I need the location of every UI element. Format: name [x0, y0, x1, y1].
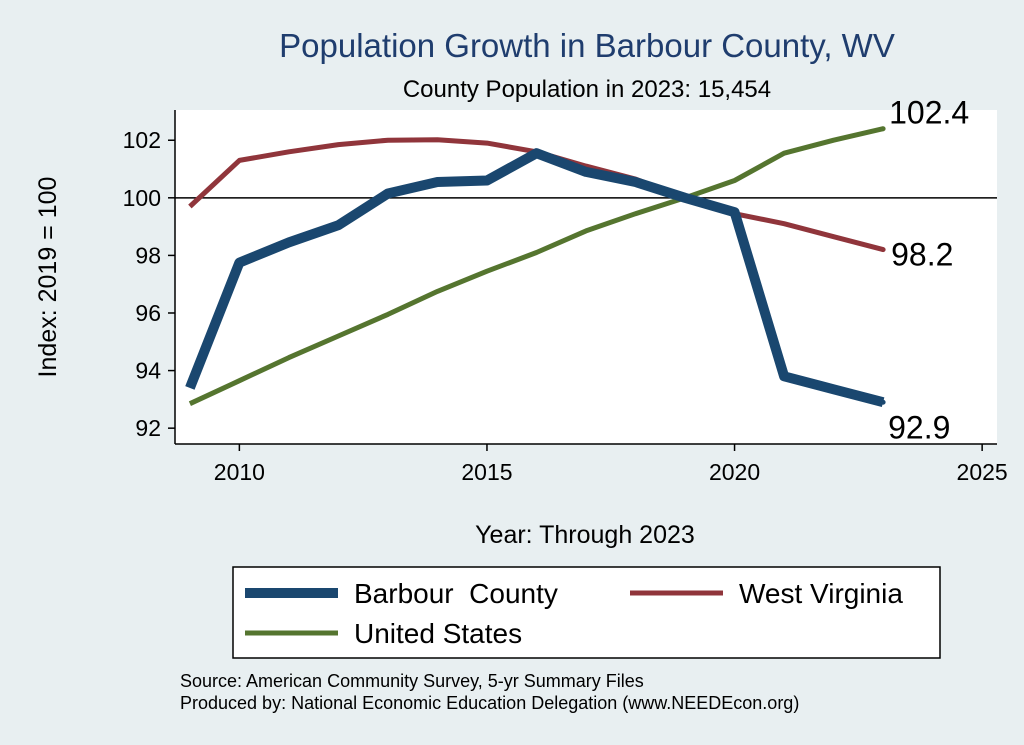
end-label-barbour-county: 92.9 [888, 409, 950, 445]
y-tick-label: 92 [135, 415, 161, 441]
x-tick-label: 2025 [957, 459, 1008, 485]
end-label-west-virginia: 98.2 [891, 237, 953, 273]
series-group [185, 126, 886, 408]
chart-title: Population Growth in Barbour County, WV [279, 27, 895, 64]
series-end-point-united-states [880, 126, 886, 132]
y-tick-label: 94 [135, 358, 161, 384]
x-tick-label: 2010 [214, 459, 265, 485]
end-label-united-states: 102.4 [889, 95, 969, 131]
y-tick-label: 96 [135, 300, 161, 326]
chart-subtitle: County Population in 2023: 15,454 [403, 76, 771, 103]
producer-note: Produced by: National Economic Education… [180, 693, 799, 713]
x-tick-label: 2020 [709, 459, 760, 485]
legend-label-barbour-county: Barbour County [354, 578, 558, 609]
legend: Barbour County West Virginia United Stat… [232, 566, 941, 659]
x-ticks: 2010 2015 2020 2025 [214, 444, 1008, 485]
y-tick-label: 102 [123, 127, 161, 153]
x-tick-label: 2015 [461, 459, 512, 485]
x-axis-label: Year: Through 2023 [475, 521, 695, 549]
source-note: Source: American Community Survey, 5-yr … [180, 671, 644, 691]
series-line-barbour-county [185, 148, 885, 408]
legend-label-united-states: United States [354, 618, 522, 649]
y-axis-label: Index: 2019 = 100 [34, 177, 62, 378]
plot-area [175, 110, 997, 444]
y-tick-label: 98 [135, 242, 161, 268]
y-tick-label: 100 [123, 185, 161, 211]
y-ticks: 92 94 96 98 100 102 [123, 127, 175, 441]
series-line-united-states [188, 126, 884, 406]
legend-box [232, 566, 941, 659]
end-labels: 92.9 98.2 102.4 [888, 95, 969, 446]
series-end-point-barbour-county [880, 399, 886, 405]
series-end-point-west-virginia [880, 247, 886, 253]
legend-label-west-virginia: West Virginia [739, 578, 903, 609]
